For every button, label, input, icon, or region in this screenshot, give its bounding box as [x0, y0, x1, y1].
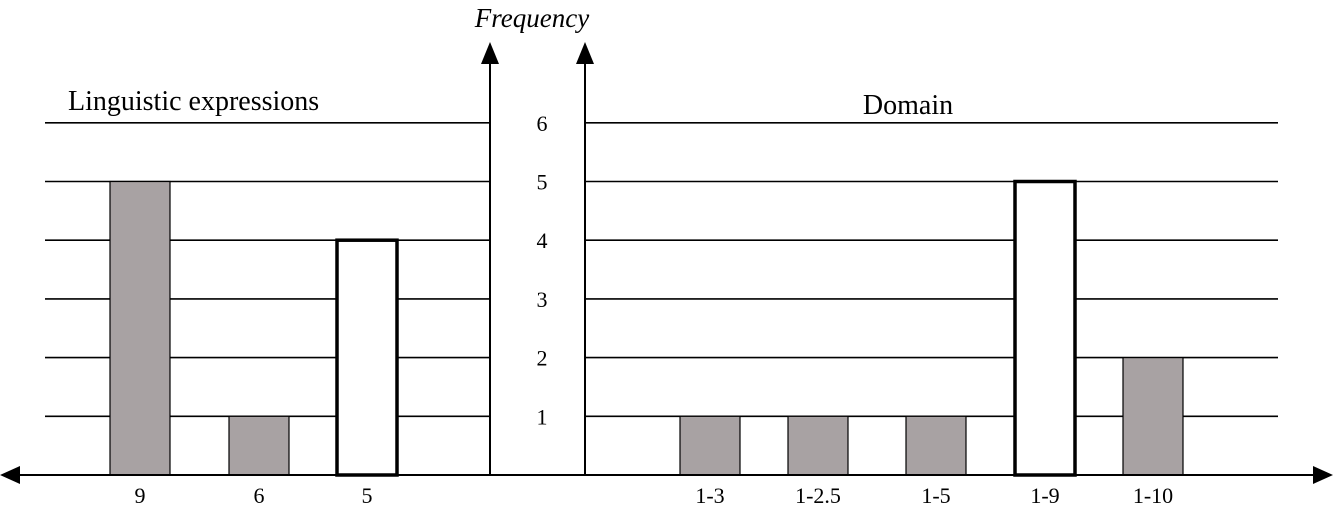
- y-tick-label: 3: [537, 287, 548, 312]
- right-chart-title: Domain: [863, 90, 953, 121]
- bar-1-5: [905, 415, 967, 476]
- y-axis-title: Frequency: [474, 3, 589, 33]
- y-tick-label: 5: [537, 170, 548, 195]
- y-tick-label: 2: [537, 346, 548, 371]
- bar-6: [228, 415, 290, 476]
- x-tick-label: 6: [254, 483, 265, 508]
- x-axis-right-arrow: [1313, 466, 1333, 484]
- bar-1-2.5: [787, 415, 849, 476]
- bar-1-3: [679, 415, 741, 476]
- gridlines: [45, 122, 1278, 418]
- right-y-axis-arrow: [576, 42, 594, 64]
- y-tick-label: 1: [537, 404, 548, 429]
- x-axis-left-arrow: [0, 466, 20, 484]
- bar-9: [109, 180, 171, 476]
- x-tick-label: 1-9: [1030, 483, 1059, 508]
- axes: [0, 42, 1333, 484]
- x-tick-label: 1-10: [1133, 483, 1173, 508]
- x-tick-label: 1-2.5: [795, 483, 841, 508]
- x-tick-label: 1-5: [921, 483, 950, 508]
- labels: Frequency Linguistic expressions Domain …: [68, 3, 1173, 508]
- y-tick-label: 6: [537, 111, 548, 136]
- left-y-axis-arrow: [481, 42, 499, 64]
- bar-5: [335, 238, 399, 477]
- x-tick-label: 5: [362, 483, 373, 508]
- x-tick-label: 1-3: [695, 483, 724, 508]
- bar-1-10: [1122, 357, 1184, 476]
- left-chart-title: Linguistic expressions: [68, 86, 319, 117]
- x-tick-label: 9: [135, 483, 146, 508]
- bar-1-9: [1013, 179, 1077, 477]
- y-tick-label: 4: [537, 228, 548, 253]
- bars: [109, 179, 1184, 477]
